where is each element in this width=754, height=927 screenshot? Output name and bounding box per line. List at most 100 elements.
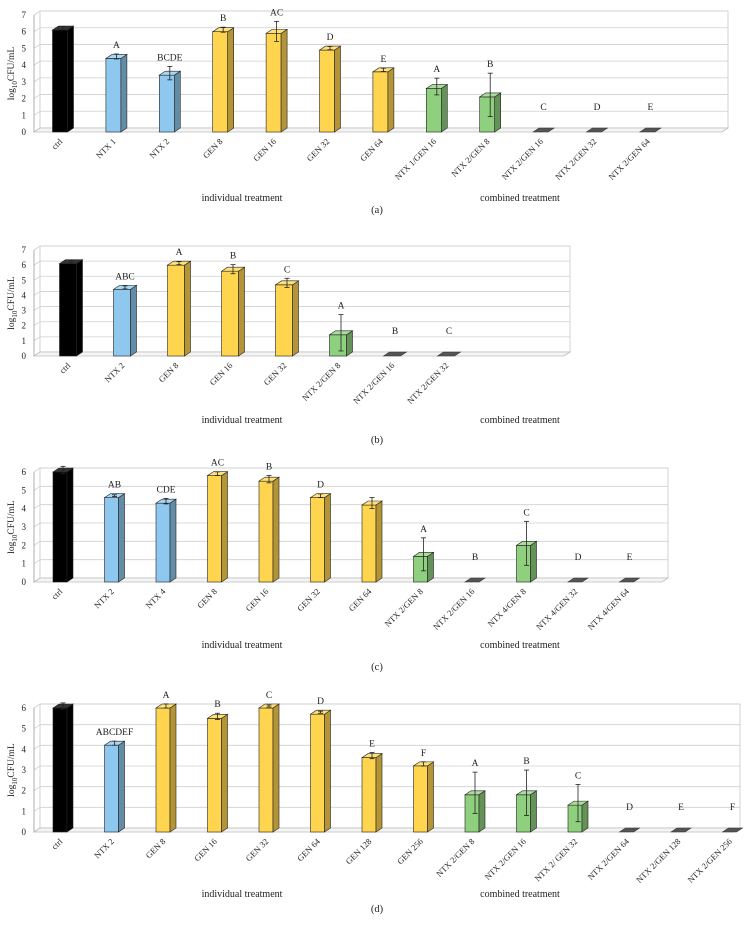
bar-side — [66, 467, 74, 583]
gridline-side — [33, 27, 41, 33]
bar: D — [318, 33, 342, 133]
bar-front — [567, 804, 583, 833]
bar-front — [372, 71, 389, 133]
significance-letter: F — [421, 749, 426, 759]
bar-side — [324, 493, 331, 583]
significance-letter: A — [433, 65, 440, 75]
y-tick-label: 1 — [22, 559, 27, 569]
x-tick-label: GEN 8 — [156, 360, 180, 384]
bar: C — [567, 772, 589, 833]
gridline-side — [33, 724, 41, 729]
bar: D — [618, 803, 641, 833]
y-axis-label: log10CFU/mL — [7, 500, 19, 554]
bar-side — [530, 540, 537, 583]
x-tick-label: GEN 16 — [192, 836, 219, 863]
bar-zero-tile — [670, 827, 692, 833]
significance-letter: E — [647, 103, 653, 113]
y-axis-label: log10CFU/mL — [7, 276, 19, 330]
bar: AC — [265, 8, 289, 133]
significance-letter: A — [338, 302, 345, 312]
gridline-side — [33, 275, 41, 281]
bar-front — [155, 502, 171, 583]
bar-side — [334, 45, 341, 133]
bar-side — [221, 471, 228, 583]
bar: C — [258, 691, 280, 833]
significance-letter: C — [284, 265, 290, 275]
bar-side — [494, 92, 502, 133]
bar-front — [413, 556, 428, 583]
x-tick-label: GEN 32 — [304, 136, 331, 163]
x-tick-label: GEN 32 — [243, 836, 270, 863]
bar: BCDE — [157, 53, 183, 133]
x-tick-label: NTX 2/GEN 16 — [351, 360, 396, 405]
bar-side — [581, 800, 589, 833]
bar: A — [425, 65, 449, 133]
significance-letter: B — [523, 757, 529, 767]
gridline-side — [33, 110, 41, 116]
panel-label: (d) — [371, 904, 384, 915]
bar-front — [329, 334, 347, 357]
y-tick-label: 0 — [22, 827, 27, 837]
significance-letter: AC — [270, 8, 283, 18]
x-tick-label: ctrl — [57, 360, 73, 376]
bar — [52, 702, 74, 833]
y-tick-label: 1 — [22, 806, 27, 816]
y-tick-label: 5 — [22, 485, 27, 495]
bar — [58, 259, 84, 357]
gridline-side — [33, 807, 41, 812]
group-label: combined treatment — [480, 640, 560, 651]
bar-front — [207, 718, 222, 833]
x-tick-label: ctrl — [49, 586, 65, 602]
x-tick-label: NTX 1 — [94, 136, 118, 160]
x-tick-label: NTX 4/GEN 64 — [585, 586, 631, 632]
significance-letter: AB — [108, 481, 121, 491]
y-tick-label: 5 — [22, 43, 27, 53]
bar-front — [52, 707, 68, 833]
significance-letter: D — [594, 103, 601, 113]
bar — [51, 25, 75, 133]
x-tick-label: NTX 2/GEN 16 — [431, 586, 476, 631]
bar-front — [479, 96, 496, 133]
bar-side — [440, 83, 448, 133]
x-tick-label: NTX 2/GEN 256 — [685, 836, 733, 884]
x-tick-label: NTX 1/GEN 16 — [393, 136, 438, 181]
gridline-side — [33, 321, 41, 327]
bar-zero-tile — [567, 577, 589, 583]
bar: AB — [103, 481, 126, 583]
gridline-side — [33, 77, 41, 83]
bar-side — [272, 703, 280, 833]
bar-zero-tile — [532, 127, 556, 133]
bar-side — [530, 790, 537, 833]
significance-letter: E — [369, 740, 375, 750]
x-tick-label: GEN 8 — [143, 836, 167, 860]
y-tick-label: 4 — [22, 290, 27, 300]
bar: E — [670, 803, 692, 833]
bar-front — [221, 270, 239, 357]
bar-front — [52, 29, 68, 133]
bar-side — [227, 27, 234, 133]
significance-letter: D — [317, 697, 324, 707]
bar-zero-tile — [436, 351, 462, 357]
significance-letter: F — [730, 803, 735, 813]
x-tick-label: NTX 2/ GEN 32 — [532, 836, 579, 883]
significance-letter: D — [327, 33, 334, 43]
bar-side — [375, 500, 383, 583]
bar-front — [155, 707, 171, 833]
bar-front — [212, 31, 228, 133]
gridline-side — [33, 541, 41, 546]
bar-side — [272, 476, 280, 583]
y-tick-label: 7 — [22, 10, 27, 20]
bar-front — [104, 497, 119, 583]
x-tick-label: ctrl — [49, 136, 65, 152]
group-label: individual treatment — [202, 640, 283, 651]
bar-zero-tile — [585, 127, 609, 133]
significance-letter: B — [230, 252, 236, 262]
bar: B — [515, 757, 538, 833]
bar-zero-tile — [721, 827, 744, 833]
bar-side — [169, 498, 177, 583]
y-tick-label: 1 — [22, 336, 27, 346]
x-tick-label: NTX 2/GEN 64 — [585, 836, 631, 882]
bar: B — [211, 14, 235, 133]
